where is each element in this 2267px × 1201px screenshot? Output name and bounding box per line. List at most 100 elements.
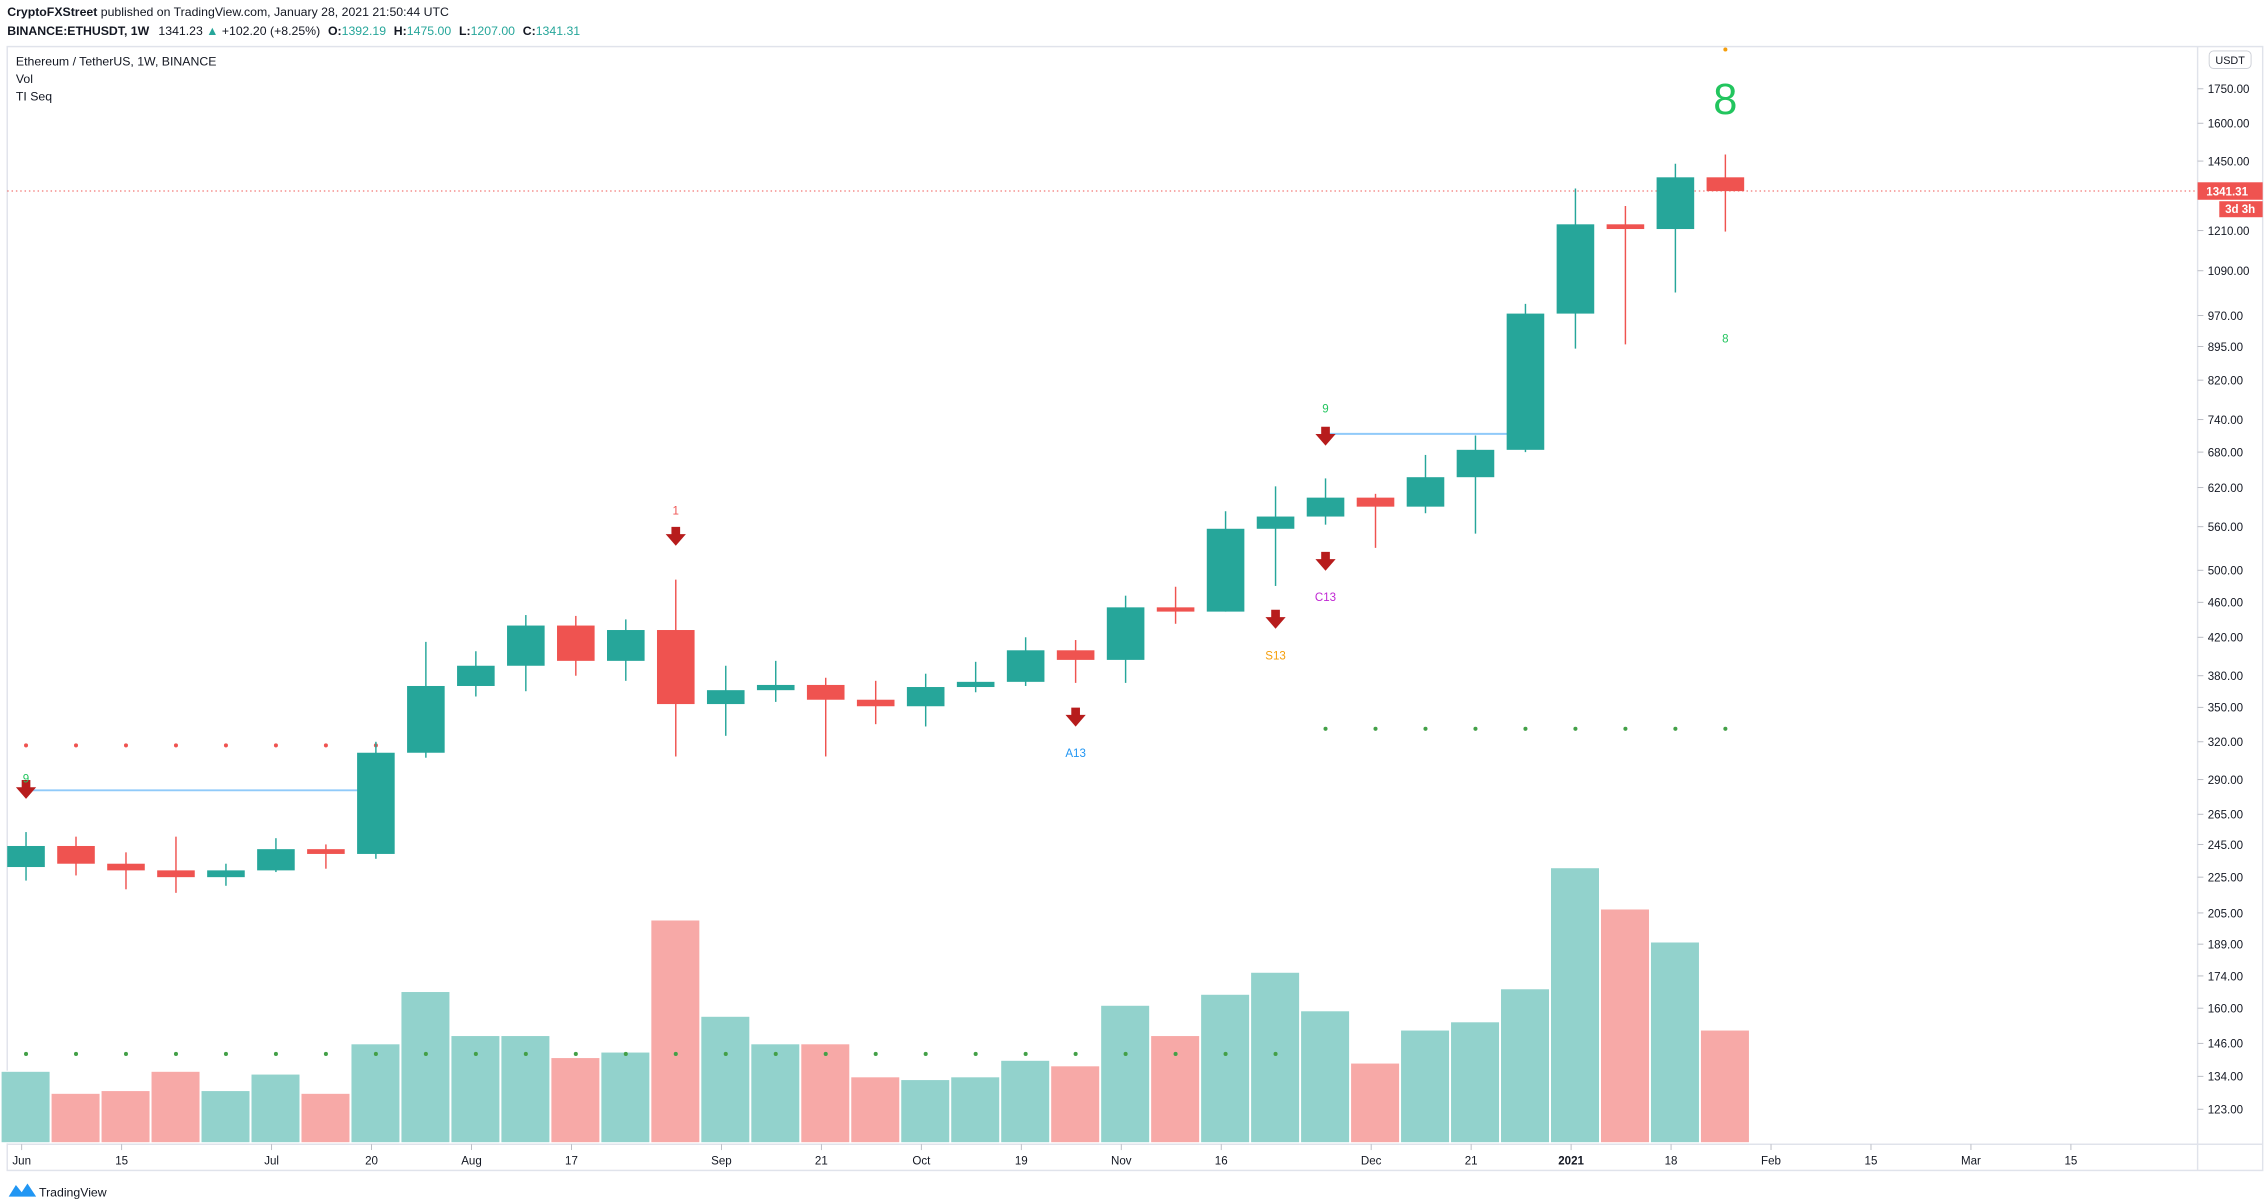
volume-bar (0, 1070, 51, 1144)
open-label: O: (328, 24, 342, 38)
y-tick-label: 1750.00 (2208, 83, 2250, 96)
candle-body (706, 690, 745, 705)
td-red-dot (323, 743, 328, 748)
down-arrow-icon (1315, 551, 1336, 571)
y-tick-label: 420.00 (2208, 632, 2243, 645)
volume-td-dot (923, 1051, 928, 1057)
candle-body (107, 863, 145, 871)
volume-bar (950, 1076, 1001, 1144)
down-arrow-icon (1065, 707, 1086, 727)
candle-body (207, 870, 245, 878)
volume-td-dot (973, 1051, 978, 1057)
volume-bar (350, 1043, 401, 1144)
candle-body (1606, 224, 1645, 230)
td-label: 8 (1722, 332, 1728, 345)
x-tick-label: 17 (565, 1155, 578, 1168)
candle-body (1306, 497, 1345, 517)
countdown-badge (2219, 201, 2263, 218)
td-label: 8 (1713, 76, 1737, 124)
down-arrow-icon (15, 779, 37, 799)
symbol: BINANCE:ETHUSDT, 1W (7, 24, 149, 38)
x-tick-label: Feb (1761, 1155, 1781, 1168)
y-tick-label: 620.00 (2208, 482, 2243, 495)
x-tick-label: Aug (461, 1155, 482, 1168)
candle-body (607, 630, 645, 661)
volume-bar (1449, 1021, 1501, 1144)
candle-body (1556, 224, 1595, 314)
down-arrow-icon (1265, 609, 1286, 629)
td-green-dot (1523, 726, 1528, 731)
volume-bar (500, 1034, 551, 1144)
y-tick-label: 205.00 (2208, 907, 2243, 920)
candle-body (257, 849, 295, 871)
y-tick-label: 895.00 (2208, 341, 2243, 354)
currency-badge[interactable]: USDT (2208, 50, 2252, 69)
candle-body (1056, 650, 1095, 660)
td-green-dot (1373, 726, 1378, 731)
legend-tiseq[interactable]: TI Seq (16, 89, 52, 103)
y-tick-label: 245.00 (2208, 839, 2243, 852)
volume-bar (750, 1043, 801, 1144)
volume-bar (1549, 867, 1601, 1144)
candle-body (307, 849, 345, 854)
volume-bar (400, 990, 451, 1144)
td-green-dot (1323, 726, 1328, 731)
y-tick-label: 146.00 (2208, 1038, 2243, 1051)
volume-td-dot (24, 1051, 29, 1057)
x-tick-label: 21 (815, 1155, 828, 1168)
volume-bar (450, 1034, 501, 1144)
td-red-dot (123, 743, 129, 748)
volume-td-dot (673, 1051, 678, 1057)
tradingview-logo-icon (8, 1183, 37, 1197)
candle-body (57, 845, 95, 864)
open-value: 1392.19 (342, 24, 387, 38)
volume-bar (1499, 988, 1551, 1144)
volume-bar (300, 1092, 351, 1144)
volume-bar (150, 1070, 201, 1144)
time-axis[interactable]: Jun 15 Jul 20 Aug 17 Sep 21 Oct 19 Nov 16 Dec 21 2021 1… (12, 1144, 2077, 1168)
candle-body (806, 684, 845, 700)
y-tick-label: 174.00 (2208, 970, 2243, 983)
td-marker-dot (1723, 47, 1728, 52)
volume-td-dot (1123, 1051, 1128, 1057)
low-label: L: (459, 24, 471, 38)
x-tick-label: 19 (1015, 1155, 1028, 1168)
td-label: 9 (23, 773, 29, 786)
volume-td-dot (473, 1051, 478, 1057)
volume-td-dot (623, 1051, 628, 1057)
candle-body (756, 684, 795, 691)
td-red-dot (24, 743, 29, 748)
volume-td-dot (223, 1051, 228, 1057)
x-tick-label: Mar (1961, 1155, 1981, 1168)
candle-body (1356, 497, 1395, 507)
volume-bar (1050, 1065, 1101, 1144)
candle-body (357, 752, 395, 854)
legend-vol[interactable]: Vol (16, 72, 33, 86)
candle-body (557, 625, 595, 661)
candle-body (7, 845, 45, 868)
candles (7, 154, 1745, 893)
x-tick-label: Dec (1361, 1155, 1382, 1168)
y-tick-label: 350.00 (2208, 702, 2243, 715)
volume-td-dot (323, 1051, 328, 1057)
price-axis[interactable]: 1750.00 1600.00 1450.00 1210.00 1090.00 970.0… (2197, 83, 2263, 1117)
volume-td-dot (123, 1051, 129, 1057)
volume-bar (800, 1043, 851, 1144)
volume-bar (650, 919, 701, 1144)
td-red-dot (73, 743, 79, 748)
y-tick-label: 820.00 (2208, 374, 2243, 387)
close-label: C: (523, 24, 536, 38)
header: CryptoFXStreet published on TradingView.… (7, 5, 580, 38)
volume-bar (850, 1076, 901, 1144)
volume-bar (700, 1015, 751, 1144)
volume-bar (1399, 1029, 1451, 1144)
candle-body (407, 685, 445, 753)
td-green-dot (1673, 726, 1678, 731)
td-red-dot (273, 743, 278, 748)
volume-td-dot (1173, 1051, 1178, 1057)
y-tick-label: 380.00 (2208, 670, 2243, 683)
volume-bar (250, 1073, 301, 1144)
x-tick-label: 15 (2064, 1155, 2077, 1168)
td-label: S13 (1265, 649, 1286, 662)
